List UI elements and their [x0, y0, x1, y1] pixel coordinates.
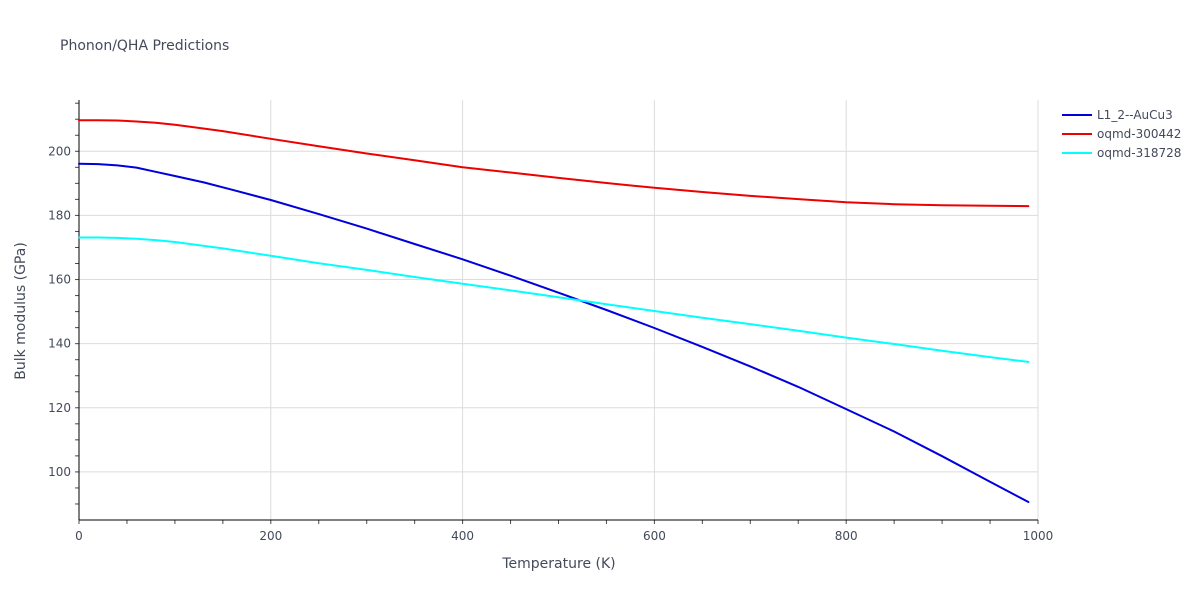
x-tick-label: 0 — [75, 529, 83, 543]
x-tick-label: 200 — [259, 529, 282, 543]
axes: 0 200 400 600 800 1000 100 120 140 160 180 200 — [48, 100, 1053, 543]
x-tick-label: 400 — [451, 529, 474, 543]
chart-title: Phonon/QHA Predictions — [60, 38, 229, 54]
series-line-oqmd-300442[interactable] — [78, 119, 1030, 208]
legend-label: oqmd-318728 — [1097, 146, 1181, 160]
series-line-oqmd-318728[interactable] — [78, 236, 1030, 363]
legend-item[interactable]: oqmd-300442 — [1062, 127, 1181, 141]
series-line-L1_2--AuCu3[interactable] — [78, 162, 1030, 503]
plot-area — [78, 119, 1030, 503]
x-tick-label: 600 — [643, 529, 666, 543]
y-tick-label: 160 — [48, 273, 71, 287]
y-tick-label: 100 — [48, 465, 71, 479]
y-tick-label: 180 — [48, 208, 71, 222]
x-tick-label: 1000 — [1023, 529, 1054, 543]
y-tick-label: 200 — [48, 144, 71, 158]
legend-label: L1_2--AuCu3 — [1097, 108, 1173, 122]
legend-item[interactable]: oqmd-318728 — [1062, 146, 1181, 160]
y-axis-title: Bulk modulus (GPa) — [13, 242, 29, 380]
y-tick-label: 140 — [48, 337, 71, 351]
legend-label: oqmd-300442 — [1097, 127, 1181, 141]
y-tick-label: 120 — [48, 401, 71, 415]
x-tick-label: 800 — [835, 529, 858, 543]
grid — [79, 100, 1039, 520]
legend-item[interactable]: L1_2--AuCu3 — [1062, 108, 1173, 122]
legend[interactable]: L1_2--AuCu3 oqmd-300442 oqmd-318728 — [1062, 108, 1181, 160]
x-axis-title: Temperature (K) — [501, 556, 615, 572]
